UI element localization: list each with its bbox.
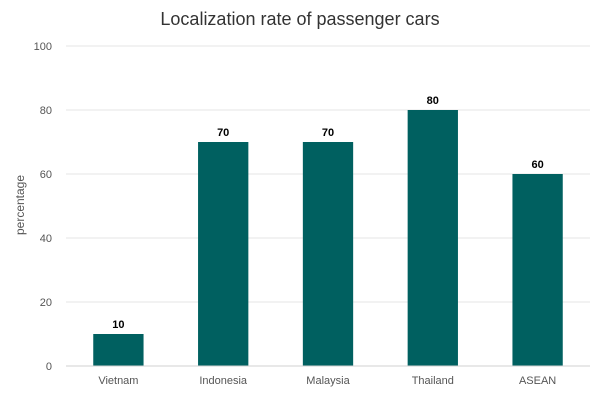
y-axis-label: percentage bbox=[13, 175, 27, 235]
data-label: 70 bbox=[322, 127, 334, 139]
bar-vietnam bbox=[93, 334, 144, 366]
x-tick-label: ASEAN bbox=[519, 375, 556, 387]
y-tick-label: 0 bbox=[46, 361, 52, 373]
y-tick-label: 100 bbox=[34, 41, 52, 53]
bar-asean bbox=[512, 174, 563, 366]
chart-title: Localization rate of passenger cars bbox=[160, 9, 439, 29]
y-tick-label: 80 bbox=[40, 105, 52, 117]
y-tick-label: 20 bbox=[40, 297, 52, 309]
data-labels: 10 70 70 80 60 bbox=[112, 95, 543, 331]
bar-thailand bbox=[407, 110, 458, 366]
bar-malaysia bbox=[302, 142, 354, 366]
x-tick-label: Indonesia bbox=[199, 375, 248, 387]
y-tick-label: 40 bbox=[40, 233, 52, 245]
x-tick-label: Vietnam bbox=[98, 375, 138, 387]
data-label: 70 bbox=[217, 127, 229, 139]
y-tick-label: 60 bbox=[40, 169, 52, 181]
x-tick-label: Malaysia bbox=[306, 375, 350, 387]
x-axis-ticks: Vietnam Indonesia Malaysia Thailand ASEAN bbox=[98, 375, 556, 387]
x-tick-label: Thailand bbox=[412, 375, 454, 387]
bar-indonesia bbox=[198, 142, 249, 366]
data-label: 80 bbox=[427, 95, 439, 107]
data-label: 10 bbox=[112, 319, 124, 331]
bars bbox=[93, 110, 563, 366]
y-axis-ticks: 0 20 40 60 80 100 bbox=[34, 41, 52, 373]
data-label: 60 bbox=[531, 159, 543, 171]
